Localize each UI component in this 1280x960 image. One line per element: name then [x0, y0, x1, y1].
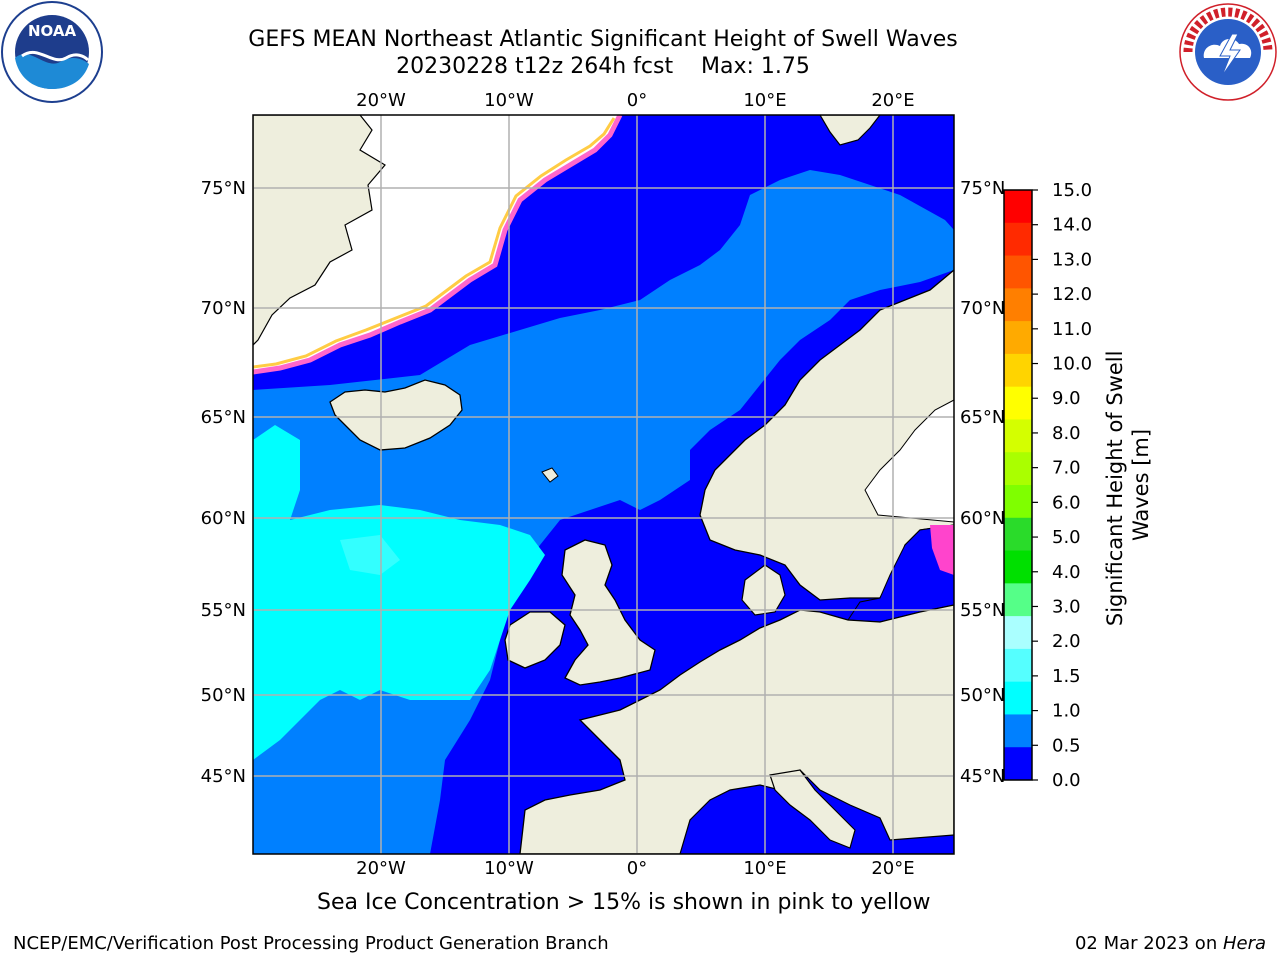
colorbar-swatch [1004, 517, 1032, 552]
lon-label-bottom: 0° [627, 858, 647, 879]
chart-subtitle: 20230228 t12z 264h fcst Max: 1.75 [396, 54, 810, 79]
colorbar-tick-label: 5.0 [1052, 527, 1081, 548]
colorbar-swatch [1004, 747, 1032, 781]
colorbar-tick-label: 2.0 [1052, 631, 1081, 652]
lon-label-bottom: 10°E [743, 858, 786, 879]
footer-date-text: 02 Mar 2023 on [1074, 933, 1223, 954]
colorbar-swatch [1004, 321, 1032, 355]
colorbar-swatch [1004, 386, 1032, 420]
lon-label-top: 0° [627, 90, 647, 111]
lat-label-left: 55°N [201, 600, 246, 621]
lon-label-top: 20°E [871, 90, 914, 111]
colorbar-swatch [1004, 190, 1032, 224]
lat-label-left: 65°N [201, 407, 246, 428]
lat-label-right: 55°N [960, 600, 1005, 621]
denmark-land [741, 564, 786, 616]
europe-land [519, 604, 954, 854]
colorbar-tick-label: 0.0 [1052, 770, 1081, 791]
colorbar-swatch [1004, 714, 1032, 748]
sea-ice-edge-yellow [253, 117, 616, 369]
lat-label-right: 60°N [960, 508, 1005, 529]
noaa-logo-icon: NOAA [1, 1, 103, 103]
iceland-land [329, 379, 463, 451]
lat-label-right: 65°N [960, 407, 1005, 428]
lat-label-right: 70°N [960, 298, 1005, 319]
greenland-land [253, 115, 386, 346]
sea-ice-edge-band [253, 115, 623, 375]
lat-label-right: 50°N [960, 685, 1005, 706]
colorbar-swatch [1004, 616, 1032, 650]
lat-label-left: 50°N [201, 685, 246, 706]
nws-logo-icon [1179, 3, 1277, 101]
colorbar-tick-label: 0.5 [1052, 735, 1081, 756]
colorbar-swatch [1004, 583, 1032, 617]
ocean-cyan-swell [253, 425, 545, 760]
footer-credit: NCEP/EMC/Verification Post Processing Pr… [13, 933, 609, 954]
colorbar-swatch [1004, 419, 1032, 453]
lon-labels-top: 20°W 10°W 0° 10°E 20°E [356, 90, 914, 111]
colorbar-swatch [1004, 255, 1032, 289]
lat-label-right: 45°N [960, 766, 1005, 787]
colorbar-swatch [1004, 353, 1032, 388]
lat-label-left: 75°N [201, 178, 246, 199]
baltic-ice-edge [930, 525, 954, 575]
britain-land [561, 539, 656, 686]
lon-label-top: 20°W [356, 90, 406, 111]
lon-label-top: 10°E [743, 90, 786, 111]
colorbar-swatch [1004, 452, 1032, 486]
lat-label-right: 75°N [960, 178, 1005, 199]
colorbar-swatch [1004, 648, 1032, 683]
colorbar-tick-label: 13.0 [1052, 249, 1092, 270]
lon-label-top: 10°W [484, 90, 534, 111]
colorbar-swatch [1004, 550, 1032, 584]
svalbard-land [819, 115, 881, 146]
map-grid [253, 115, 954, 854]
colorbar-title-wrap: Significant Height of Swell Waves [m] [1103, 344, 1153, 627]
map-frame [252, 114, 955, 855]
colorbar-tick-label: 10.0 [1052, 354, 1092, 375]
italy-land [769, 769, 856, 849]
footer-date: 02 Mar 2023 on Hera [1075, 933, 1266, 954]
lat-label-left: 45°N [201, 766, 246, 787]
colorbar-tick-label: 12.0 [1052, 284, 1092, 305]
footer-machine: Hera [1222, 933, 1266, 954]
lat-labels-left: 75°N 70°N 65°N 60°N 55°N 50°N 45°N [201, 178, 246, 787]
colorbar-title-cont: Waves [m] [1129, 429, 1153, 541]
lat-labels-right: 75°N 70°N 65°N 60°N 55°N 50°N 45°N [960, 178, 1005, 787]
colorbar-title: Significant Height of Swell [1103, 351, 1127, 627]
colorbar-swatch [1004, 222, 1032, 257]
colorbar-tick-label: 3.0 [1052, 596, 1081, 617]
lon-label-bottom: 20°E [871, 858, 914, 879]
colorbar-frame [1003, 189, 1033, 781]
lon-label-bottom: 10°W [484, 858, 534, 879]
ocean-cyan-patch-south [340, 535, 400, 575]
ireland-land [504, 611, 566, 669]
svg-text:NOAA: NOAA [28, 22, 77, 40]
lat-label-left: 60°N [201, 508, 246, 529]
colorbar-tick-label: 11.0 [1052, 319, 1092, 340]
lon-label-bottom: 20°W [356, 858, 406, 879]
colorbar-tick-label: 14.0 [1052, 215, 1092, 236]
chart-title: GEFS MEAN Northeast Atlantic Significant… [248, 27, 958, 52]
colorbar-tick-label: 8.0 [1052, 423, 1081, 444]
colorbar-swatch [1004, 288, 1032, 322]
map-area [253, 115, 954, 854]
lat-label-left: 70°N [201, 298, 246, 319]
colorbar-swatch [1004, 485, 1032, 519]
faroe-land [541, 467, 559, 483]
sea-ice-note: Sea Ice Concentration > 15% is shown in … [317, 890, 931, 915]
colorbar-tick-label: 4.0 [1052, 562, 1081, 583]
lon-labels-bottom: 20°W 10°W 0° 10°E 20°E [356, 858, 914, 879]
colorbar: 15.0 14.0 13.0 12.0 11.0 10.0 9.0 8.0 7.0 6.0 5.0 4… [1003, 180, 1092, 791]
colorbar-tick-label: 15.0 [1052, 180, 1092, 201]
colorbar-swatch [1004, 681, 1032, 715]
svg-text:Significant Height of Swell: Significant Height of Swell Waves [m] [1103, 344, 1153, 626]
colorbar-tick-label: 1.0 [1052, 701, 1081, 722]
colorbar-tick-label: 7.0 [1052, 458, 1081, 479]
colorbar-tick-label: 9.0 [1052, 388, 1081, 409]
colorbar-tick-label: 1.5 [1052, 666, 1081, 687]
colorbar-tick-label: 6.0 [1052, 492, 1081, 513]
